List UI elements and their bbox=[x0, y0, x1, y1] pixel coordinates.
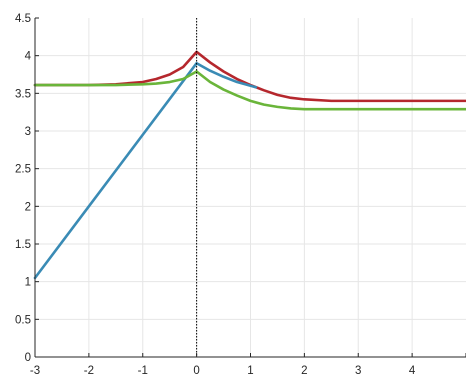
x-tick-label: 3 bbox=[355, 365, 361, 377]
y-tick-label: 1 bbox=[25, 277, 31, 289]
x-tick-label: 0 bbox=[193, 365, 199, 377]
x-tick-labels: -3 -2 -1 0 1 2 3 4 bbox=[30, 365, 416, 377]
series-line-1 bbox=[33, 50, 466, 103]
axes bbox=[34, 17, 466, 358]
y-tick-label: 4.5 bbox=[15, 13, 31, 25]
x-tick-label: 1 bbox=[247, 365, 253, 377]
series-line-3 bbox=[33, 70, 466, 111]
y-tick-labels: 0 0.5 1 1.5 2 2.5 3 3.5 4 4.5 bbox=[15, 13, 32, 364]
x-tick-label: 2 bbox=[301, 365, 307, 377]
grid bbox=[35, 18, 466, 357]
x-tick-label: -3 bbox=[30, 365, 40, 377]
y-tick-label: 3.5 bbox=[15, 88, 31, 100]
series-line-2 bbox=[33, 61, 258, 280]
y-tick-label: 2 bbox=[25, 201, 31, 213]
y-tick-label: 3 bbox=[25, 126, 31, 138]
y-tick-label: 0.5 bbox=[15, 314, 31, 326]
y-tick-label: 0 bbox=[25, 352, 31, 364]
y-tick-label: 2.5 bbox=[15, 164, 31, 176]
x-tick-label: 4 bbox=[409, 365, 416, 377]
series-lines bbox=[33, 50, 466, 280]
y-tick-label: 1.5 bbox=[15, 239, 31, 251]
y-tick-label: 4 bbox=[25, 51, 32, 63]
x-tick-label: -1 bbox=[138, 365, 148, 377]
x-tick-label: -2 bbox=[84, 365, 94, 377]
